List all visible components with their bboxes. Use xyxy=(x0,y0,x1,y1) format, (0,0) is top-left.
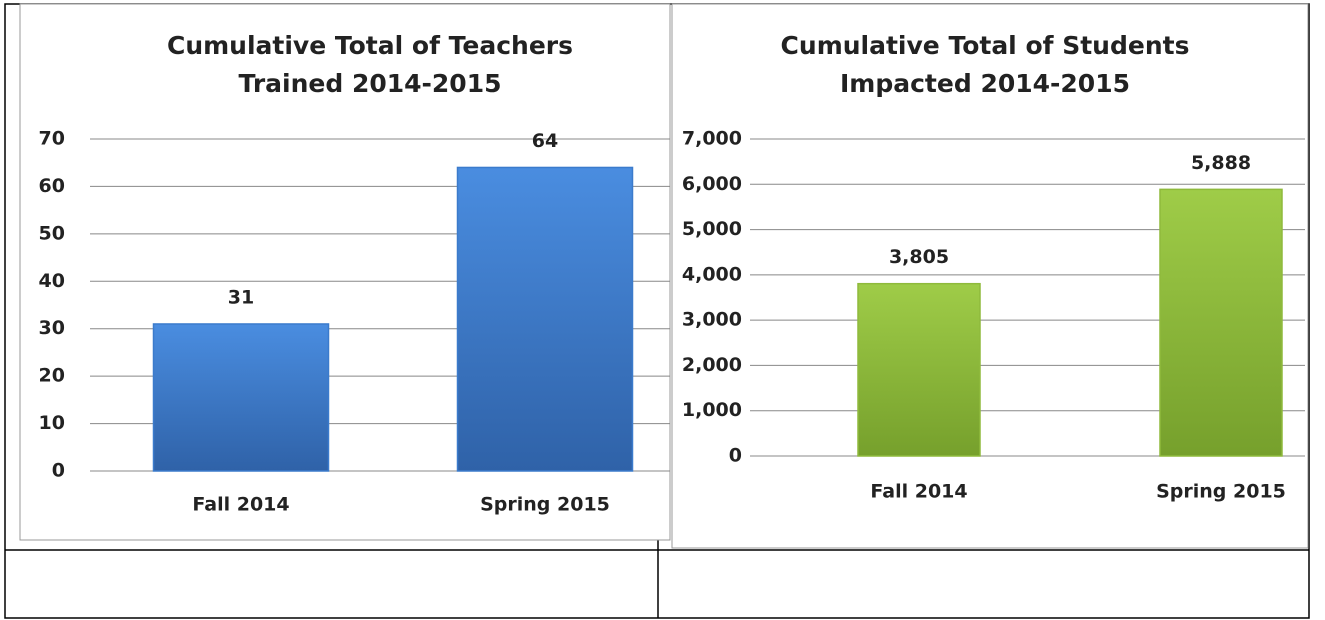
y-tick-label: 20 xyxy=(39,365,65,387)
y-tick-label: 4,000 xyxy=(682,263,742,285)
y-tick-label: 3,000 xyxy=(682,309,742,331)
y-tick-label: 70 xyxy=(39,128,65,150)
y-tick-label: 40 xyxy=(39,270,65,292)
x-tick-label: Fall 2014 xyxy=(192,494,289,516)
title-line: Impacted 2014-2015 xyxy=(840,69,1130,98)
x-tick-label: Fall 2014 xyxy=(870,481,967,503)
y-tick-label: 5,000 xyxy=(682,218,742,240)
y-tick-label: 1,000 xyxy=(682,399,742,421)
x-tick-label: Spring 2015 xyxy=(480,494,610,516)
data-label: 5,888 xyxy=(1191,152,1251,174)
chart-title: Cumulative Total of Teachers Trained 2014… xyxy=(167,31,573,98)
bar xyxy=(152,323,330,472)
bar xyxy=(1159,188,1283,457)
title-line: Cumulative Total of Teachers xyxy=(167,31,573,60)
y-tick-label: 0 xyxy=(52,460,65,482)
y-tick-label: 0 xyxy=(729,445,742,467)
y-tick-label: 10 xyxy=(39,412,65,434)
y-tick-label: 7,000 xyxy=(682,128,742,150)
title-line: Cumulative Total of Students xyxy=(781,31,1190,60)
y-tick-label: 50 xyxy=(39,222,65,244)
x-tick-label: Spring 2015 xyxy=(1156,481,1286,503)
bar xyxy=(456,166,634,472)
data-label: 31 xyxy=(228,286,254,308)
y-tick-label: 30 xyxy=(39,317,65,339)
chart-title: Cumulative Total of Students Impacted 201… xyxy=(781,31,1190,98)
y-tick-label: 60 xyxy=(39,175,65,197)
data-label: 64 xyxy=(532,130,558,152)
y-tick-label: 6,000 xyxy=(682,173,742,195)
bar xyxy=(857,282,981,457)
y-tick-label: 2,000 xyxy=(682,354,742,376)
title-line: Trained 2014-2015 xyxy=(239,69,502,98)
data-label: 3,805 xyxy=(889,246,949,268)
